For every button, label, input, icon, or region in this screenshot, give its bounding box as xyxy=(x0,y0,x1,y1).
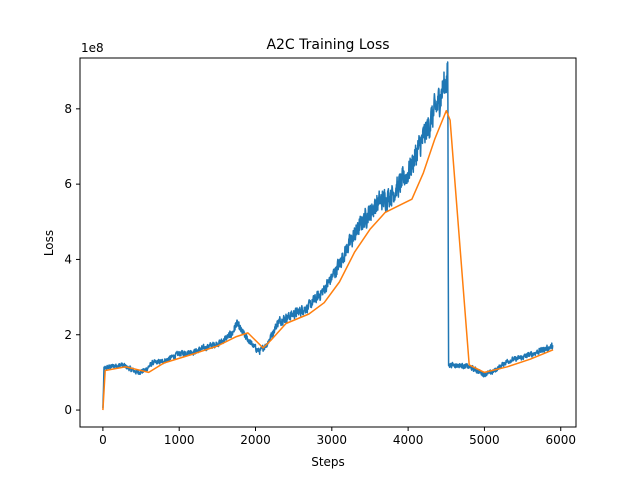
y-tick-label: 6 xyxy=(64,177,72,191)
x-tick-label: 4000 xyxy=(393,433,424,447)
y-tick-label: 0 xyxy=(64,403,72,417)
y-tick-label: 2 xyxy=(64,328,72,342)
x-tick-label: 1000 xyxy=(164,433,195,447)
axes-frame xyxy=(79,57,577,428)
x-tick-label: 5000 xyxy=(469,433,500,447)
y-tick-label: 4 xyxy=(64,252,72,266)
x-axis-label: Steps xyxy=(311,455,345,469)
y-axis-label: Loss xyxy=(42,230,56,256)
y-tick-label: 8 xyxy=(64,102,72,116)
x-tick-label: 3000 xyxy=(317,433,348,447)
x-tick-label: 6000 xyxy=(545,433,576,447)
y-scale-label: 1e8 xyxy=(81,41,104,55)
series-layer xyxy=(102,61,554,411)
y-axis: 0 2 4 6 8 xyxy=(64,102,80,417)
x-tick-label: 0 xyxy=(99,433,107,447)
series-line-2 xyxy=(102,109,554,411)
series-line-1 xyxy=(102,61,554,409)
x-axis: 0 1000 2000 3000 4000 5000 6000 xyxy=(99,427,576,447)
chart-title: A2C Training Loss xyxy=(266,37,389,53)
x-tick-label: 2000 xyxy=(240,433,271,447)
